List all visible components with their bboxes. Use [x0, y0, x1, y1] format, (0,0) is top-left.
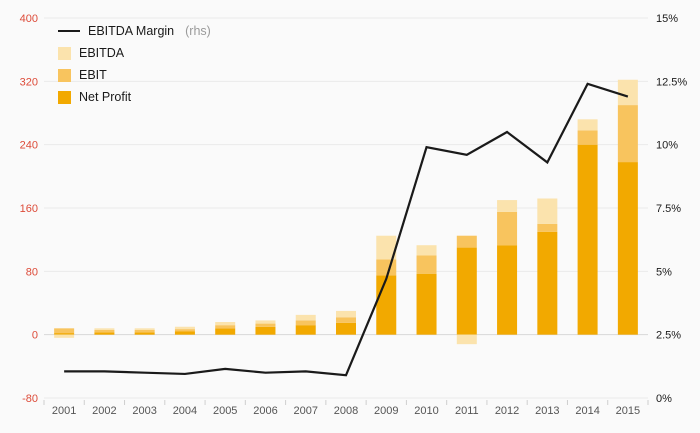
svg-text:2012: 2012 [495, 405, 519, 417]
svg-text:15%: 15% [656, 13, 678, 25]
legend-item-net-profit: Net Profit [58, 90, 211, 104]
svg-text:-80: -80 [22, 393, 38, 405]
legend-label: Net Profit [79, 90, 132, 104]
svg-text:2003: 2003 [132, 405, 156, 417]
svg-text:2014: 2014 [575, 405, 599, 417]
svg-text:2004: 2004 [173, 405, 197, 417]
svg-text:10%: 10% [656, 140, 678, 152]
legend-item-ebitda-margin: EBITDA Margin (rhs) [58, 24, 211, 38]
svg-text:5%: 5% [656, 266, 672, 278]
svg-text:12.5%: 12.5% [656, 76, 687, 88]
svg-text:80: 80 [26, 266, 38, 278]
svg-text:400: 400 [20, 13, 38, 25]
svg-text:2007: 2007 [293, 405, 317, 417]
svg-text:160: 160 [20, 203, 38, 215]
svg-text:0: 0 [32, 330, 38, 342]
svg-text:240: 240 [20, 140, 38, 152]
line-swatch-icon [58, 29, 80, 33]
legend-label: EBITDA [79, 46, 125, 60]
svg-text:320: 320 [20, 76, 38, 88]
svg-text:2002: 2002 [92, 405, 116, 417]
ebit-swatch-icon [58, 68, 71, 82]
chart-legend: EBITDA Margin (rhs) EBITDA EBIT Net Prof… [58, 24, 211, 104]
ebitda-swatch-icon [58, 46, 71, 60]
svg-text:2013: 2013 [535, 405, 559, 417]
legend-suffix-rhs: (rhs) [185, 24, 211, 38]
svg-text:2008: 2008 [334, 405, 358, 417]
svg-text:2011: 2011 [455, 405, 479, 417]
legend-label: EBITDA Margin [88, 24, 175, 38]
legend-item-ebit: EBIT [58, 68, 211, 82]
legend-item-ebitda: EBITDA [58, 46, 211, 60]
svg-text:2015: 2015 [616, 405, 640, 417]
svg-text:2009: 2009 [374, 405, 398, 417]
svg-text:2005: 2005 [213, 405, 237, 417]
svg-text:2006: 2006 [253, 405, 277, 417]
svg-text:2001: 2001 [52, 405, 76, 417]
svg-text:2.5%: 2.5% [656, 330, 681, 342]
legend-label: EBIT [79, 68, 107, 82]
svg-text:7.5%: 7.5% [656, 203, 681, 215]
net-profit-swatch-icon [58, 90, 71, 104]
svg-text:0%: 0% [656, 393, 672, 405]
svg-text:2010: 2010 [414, 405, 438, 417]
